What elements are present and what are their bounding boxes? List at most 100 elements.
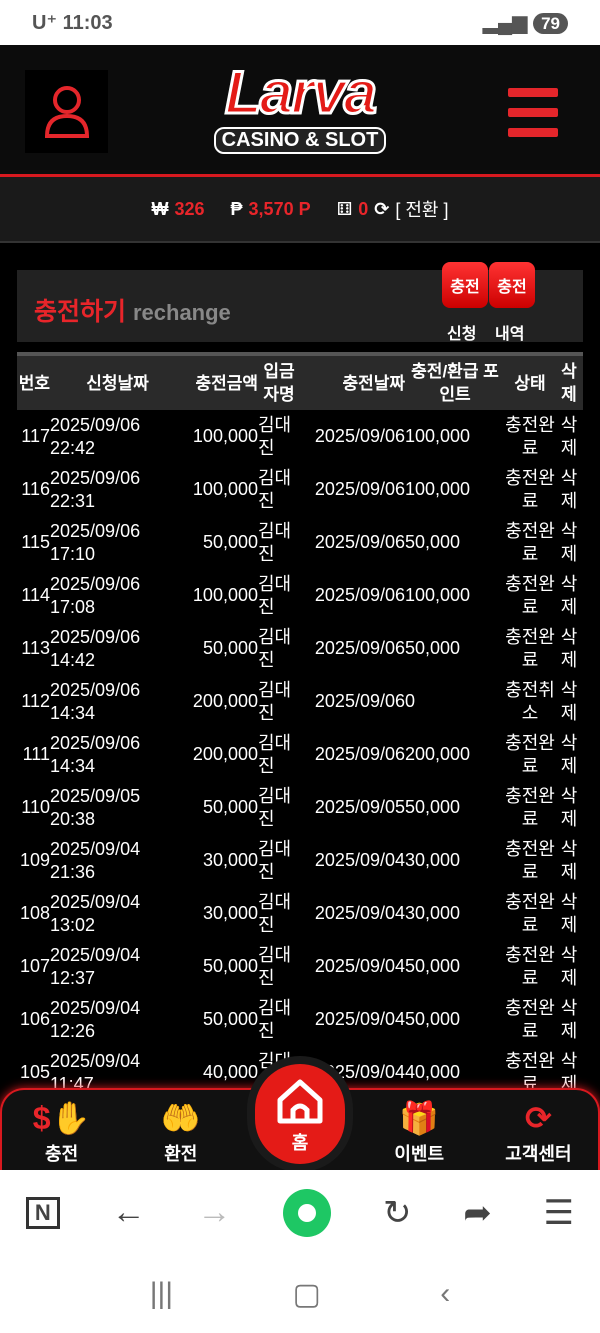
- date-text: 2025/09/04: [50, 997, 141, 1018]
- reload-icon[interactable]: ↻: [382, 1193, 412, 1232]
- delete-button[interactable]: 삭제: [560, 997, 578, 1041]
- table-row: 109 2025/09/04 21:36 30,000 김대진 2025/09/04 30,…: [17, 834, 583, 887]
- recents-icon[interactable]: |||: [149, 1277, 174, 1310]
- row-number: 106: [19, 1009, 50, 1029]
- column-header: 충전/환급 포인트: [411, 362, 499, 404]
- row-number: 107: [19, 956, 50, 976]
- dice-icon: ⚅: [336, 198, 353, 219]
- refresh-icon[interactable]: ⟳: [374, 198, 390, 219]
- delete-button[interactable]: 삭제: [560, 626, 578, 670]
- convert-button[interactable]: [ 전환 ]: [395, 200, 449, 220]
- gift-icon: 🎁: [399, 1100, 440, 1136]
- exchange-icon: 🤲: [160, 1100, 201, 1136]
- delete-button[interactable]: 삭제: [560, 838, 578, 882]
- status: 충전완료: [505, 891, 555, 935]
- delete-button[interactable]: 삭제: [560, 467, 578, 511]
- status: 충전완료: [505, 573, 555, 617]
- delete-button[interactable]: 삭제: [560, 520, 578, 564]
- date-text: 2025/09/04: [50, 1050, 141, 1071]
- date-text: 2025/09/06: [50, 573, 141, 594]
- delete-button[interactable]: 삭제: [560, 573, 578, 617]
- menu-icon[interactable]: ☰: [543, 1193, 575, 1232]
- column-header: 신청날짜: [86, 373, 149, 393]
- user-button[interactable]: [25, 70, 108, 153]
- nav-event[interactable]: 🎁 이벤트: [360, 1090, 479, 1170]
- nav-charge[interactable]: $✋ 충전: [2, 1090, 121, 1170]
- carrier: U⁺: [32, 12, 57, 34]
- nav-label: 이벤트: [394, 1144, 445, 1164]
- charge-history-button[interactable]: 충전: [489, 262, 535, 308]
- delete-button[interactable]: 삭제: [560, 944, 578, 988]
- nav-label: 고객센터: [505, 1144, 572, 1164]
- forward-icon[interactable]: →: [197, 1193, 232, 1231]
- time-text: 14:34: [50, 702, 96, 723]
- column-header: 상태: [514, 373, 546, 393]
- points: 30,000: [405, 850, 461, 870]
- table-row: 108 2025/09/04 13:02 30,000 김대진 2025/09/04 30,…: [17, 887, 583, 940]
- delete-button[interactable]: 삭제: [560, 679, 578, 723]
- amount: 200,000: [192, 691, 258, 711]
- time-text: 12:26: [50, 1020, 96, 1041]
- row-number: 110: [21, 797, 50, 817]
- depositor-name: 김대진: [258, 785, 292, 829]
- nav-support[interactable]: ⟳ 고객센터: [479, 1090, 598, 1170]
- system-nav: ||| ▢ ‹: [0, 1255, 600, 1333]
- amount: 200,000: [192, 744, 258, 764]
- delete-button[interactable]: 삭제: [560, 891, 578, 935]
- green-dot-icon[interactable]: [283, 1188, 332, 1237]
- request-date: 2025/09/06 14:34: [50, 728, 185, 781]
- row-number: 109: [19, 850, 50, 870]
- row-number: 108: [19, 903, 50, 923]
- depositor-name: 김대진: [258, 891, 292, 935]
- time-text: 21:36: [50, 861, 96, 882]
- column-header: 삭제: [561, 362, 577, 404]
- table-row: 115 2025/09/06 17:10 50,000 김대진 2025/09/06 50,…: [17, 516, 583, 569]
- home-icon: [277, 1079, 323, 1124]
- page-title: 충전하기: [34, 298, 127, 326]
- points: 50,000: [405, 1009, 461, 1029]
- depositor-name: 김대진: [258, 732, 292, 776]
- home-button-icon[interactable]: ▢: [292, 1277, 321, 1311]
- time-text: 13:02: [50, 914, 96, 935]
- hamburger-icon[interactable]: [508, 88, 558, 148]
- row-number: 111: [22, 744, 50, 764]
- time-text: 14:42: [50, 649, 96, 670]
- back-icon[interactable]: ←: [111, 1193, 146, 1231]
- charge-date: 2025/09/06: [314, 479, 405, 499]
- charge-history-label[interactable]: 내역: [495, 326, 525, 343]
- share-icon[interactable]: ➦: [463, 1193, 492, 1232]
- depositor-name: 김대진: [258, 997, 292, 1041]
- request-date: 2025/09/06 17:10: [50, 516, 185, 569]
- time-text: 22:42: [50, 437, 96, 458]
- request-date: 2025/09/05 20:38: [50, 781, 185, 834]
- table-row: 110 2025/09/05 20:38 50,000 김대진 2025/09/05 50,…: [17, 781, 583, 834]
- date-text: 2025/09/06: [50, 467, 141, 488]
- naver-icon[interactable]: N: [25, 1196, 60, 1229]
- date-text: 2025/09/06: [50, 520, 141, 541]
- site-header: Larva CASINO & SLOT: [0, 45, 600, 177]
- amount: 100,000: [192, 426, 258, 446]
- amount: 50,000: [202, 797, 258, 817]
- depositor-name: 김대진: [258, 944, 292, 988]
- back-button-icon[interactable]: ‹: [440, 1277, 451, 1310]
- charge-apply-label[interactable]: 신청: [447, 326, 477, 343]
- depositor-name: 김대진: [258, 520, 292, 564]
- point-icon: ₱: [230, 198, 243, 219]
- time-text: 14:34: [50, 755, 96, 776]
- charge-apply-button[interactable]: 충전: [442, 262, 488, 308]
- request-date: 2025/09/06 22:42: [50, 410, 185, 463]
- logo[interactable]: Larva CASINO & SLOT: [205, 53, 395, 154]
- points: 200,000: [405, 744, 471, 764]
- nav-exchange[interactable]: 🤲 환전: [121, 1090, 240, 1170]
- status: 충전완료: [505, 785, 555, 829]
- request-date: 2025/09/04 21:36: [50, 834, 185, 887]
- column-header: 입금자명: [263, 362, 295, 404]
- nav-home[interactable]: 홈: [255, 1064, 345, 1164]
- delete-button[interactable]: 삭제: [560, 785, 578, 829]
- point-balance: 3,570 P: [248, 198, 311, 219]
- delete-button[interactable]: 삭제: [560, 732, 578, 776]
- depositor-name: 김대진: [258, 467, 292, 511]
- delete-button[interactable]: 삭제: [560, 414, 578, 458]
- charge-date: 2025/09/04: [314, 956, 405, 976]
- nav-label: 환전: [164, 1144, 198, 1164]
